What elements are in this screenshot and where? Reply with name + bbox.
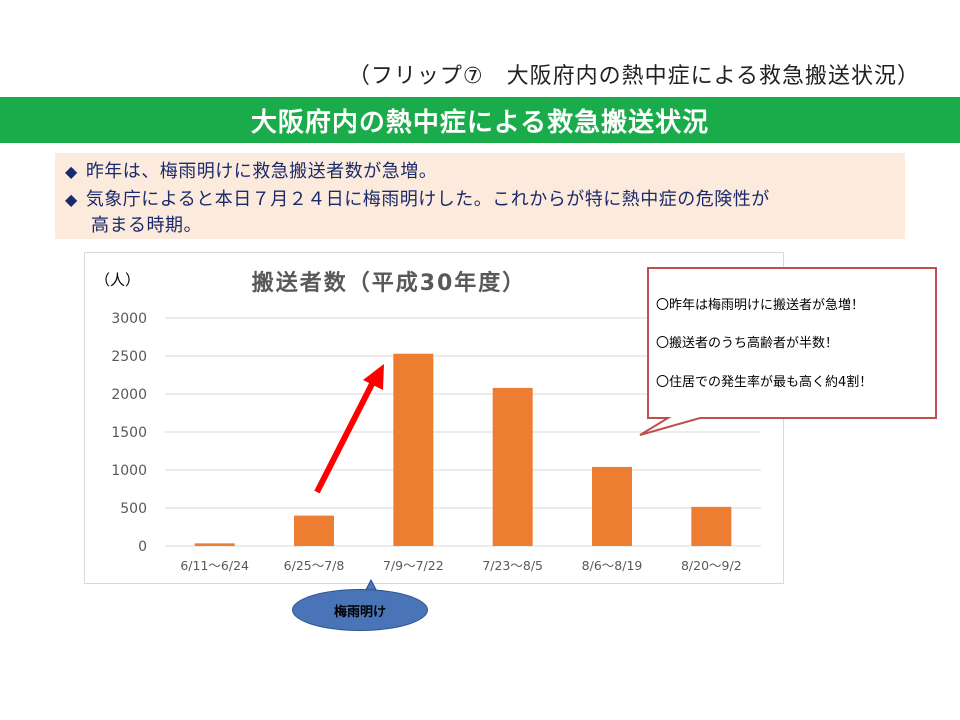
chart-title: 搬送者数（平成30年度） [251, 271, 527, 296]
y-unit-label: （人） [95, 271, 141, 289]
y-tick-label: 1500 [111, 425, 147, 441]
callout-box: 〇昨年は梅雨明けに搬送者が急増！ 〇搬送者のうち高齢者が半数！ 〇住居での発生率… [648, 268, 936, 418]
y-tick-label: 2000 [111, 387, 147, 403]
bar-0 [194, 543, 235, 546]
title-banner: 大阪府内の熱中症による救急搬送状況 [0, 97, 960, 143]
x-category-label: 6/11～6/24 [180, 558, 249, 573]
bar-1 [294, 515, 334, 546]
note-line-2: ◆ 気象庁によると本日７月２４日に梅雨明けした。これからが特に熱中症の危険性が [65, 185, 770, 211]
y-tick-label: 3000 [111, 311, 147, 327]
callout-line-2: 〇搬送者のうち高齢者が半数！ [656, 336, 839, 351]
diamond-bullet-icon: ◆ [65, 190, 78, 209]
x-category-label: 6/25～7/8 [284, 558, 345, 573]
y-tick-label: 0 [138, 539, 147, 555]
note-text-1: 昨年は、梅雨明けに救急搬送者数が急増。 [85, 161, 438, 182]
y-tick-label: 1000 [111, 463, 147, 479]
callout-line-3: 〇住居での発生率が最も高く約4割！ [656, 375, 873, 390]
note-text-2: 気象庁によると本日７月２４日に梅雨明けした。これからが特に熱中症の危険性が [85, 189, 770, 210]
x-category-label: 8/20～9/2 [681, 558, 742, 573]
tsuyu-ake-label: 梅雨明け [333, 605, 386, 620]
bar-3 [492, 387, 533, 546]
flip-caption: （フリップ⑦ 大阪府内の熱中症による救急搬送状況） [347, 64, 920, 89]
y-tick-label: 2500 [111, 349, 147, 365]
tsuyu-ake-ellipse: 梅雨明け [292, 589, 428, 631]
y-tick-label: 500 [120, 501, 147, 517]
note-line-3: 高まる時期。 [91, 215, 202, 236]
x-category-label: 7/23～8/5 [482, 558, 543, 573]
bar-2 [393, 353, 434, 546]
x-category-label: 7/9～7/22 [383, 558, 444, 573]
bar-5 [691, 506, 732, 546]
banner-title: 大阪府内の熱中症による救急搬送状況 [250, 108, 710, 138]
note-box: ◆ 昨年は、梅雨明けに救急搬送者数が急増。 ◆ 気象庁によると本日７月２４日に梅雨明… [55, 153, 905, 239]
x-category-label: 8/6～8/19 [582, 558, 643, 573]
callout-line-1: 〇昨年は梅雨明けに搬送者が急増！ [656, 298, 865, 313]
bar-4 [592, 466, 632, 546]
note-line-1: ◆ 昨年は、梅雨明けに救急搬送者数が急増。 [65, 157, 437, 183]
diamond-bullet-icon: ◆ [65, 162, 78, 181]
